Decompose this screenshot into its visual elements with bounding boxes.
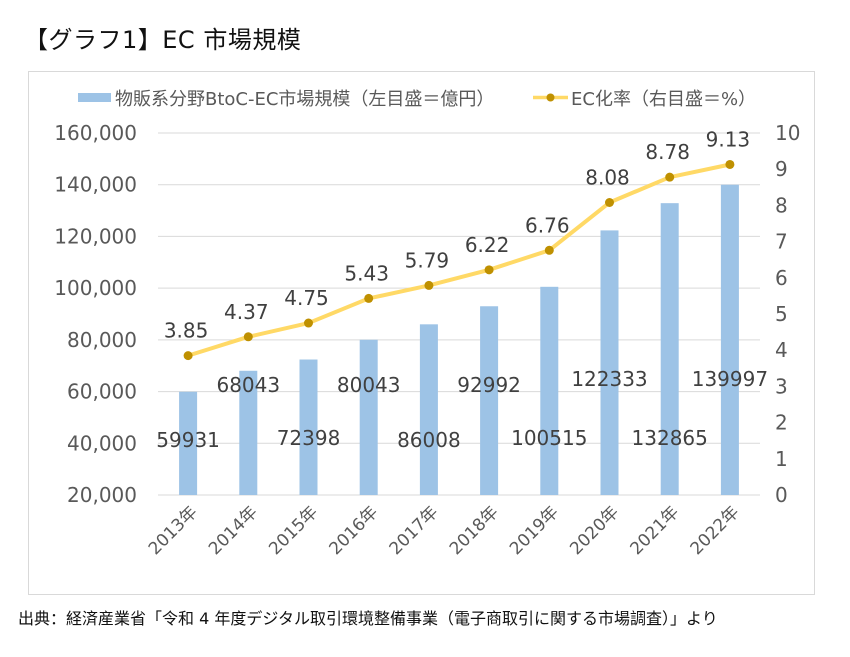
- right-axis-ticks: 0 1 2 3 4 5 6 7 8 9 10: [775, 121, 800, 507]
- legend-bar-label: 物販系分野BtoC-EC市場規模（左目盛＝億円）: [115, 89, 494, 110]
- bars: [179, 184, 739, 495]
- line-data-label: 6.22: [465, 233, 510, 257]
- ec-rate-line: [183, 159, 735, 361]
- right-axis-tick-label: 5: [775, 302, 788, 326]
- x-axis-tick-label: 2015年: [265, 502, 322, 559]
- line-data-label: 6.76: [525, 213, 570, 237]
- bar: [660, 203, 679, 495]
- right-axis-tick-label: 0: [775, 483, 788, 507]
- right-axis-tick-label: 8: [775, 193, 788, 217]
- x-axis-tick-label: 2022年: [687, 502, 744, 559]
- line-marker: [183, 351, 193, 361]
- bar-data-label: 59931: [156, 428, 220, 452]
- bar-data-label: 86008: [397, 428, 461, 452]
- left-axis-tick-label: 100,000: [54, 276, 137, 300]
- line-data-label: 8.08: [585, 166, 630, 190]
- x-axis-tick-label: 2019年: [506, 502, 563, 559]
- bar: [239, 370, 258, 495]
- line-data-label: 4.75: [284, 286, 329, 310]
- source-note: 出典：経済産業省「令和 4 年度デジタル取引環境整備事業（電子商取引に関する市場…: [18, 609, 718, 628]
- chart-frame: [28, 71, 815, 595]
- line-marker: [605, 198, 614, 208]
- line-marker: [544, 245, 554, 255]
- line-marker: [243, 332, 253, 342]
- line-marker: [725, 159, 735, 169]
- right-axis-tick-label: 6: [775, 266, 788, 290]
- x-axis-tick-label: 2013年: [145, 502, 202, 559]
- right-axis-tick-label: 1: [775, 447, 788, 471]
- bar: [540, 286, 559, 495]
- left-axis-tick-label: 160,000: [54, 121, 137, 145]
- right-axis-tick-label: 2: [775, 411, 788, 435]
- legend-line-marker: [546, 93, 555, 102]
- left-axis-tick-label: 60,000: [67, 380, 137, 404]
- bar-data-label: 139997: [692, 367, 768, 391]
- line-data-label: 5.43: [344, 261, 389, 285]
- legend-bar-swatch: [78, 93, 111, 102]
- bar-data-label: 92992: [457, 373, 521, 397]
- right-axis-tick-label: 9: [775, 157, 788, 181]
- bar-data-label: 72398: [277, 426, 341, 450]
- x-axis-tick-label: 2018年: [446, 502, 503, 559]
- line-marker: [424, 280, 434, 290]
- x-axis-tick-label: 2017年: [386, 502, 443, 559]
- right-axis-tick-label: 10: [775, 121, 800, 145]
- legend: 物販系分野BtoC-EC市場規模（左目盛＝億円） EC化率（右目盛＝%）: [78, 89, 756, 110]
- line-data-labels: 3.85 4.37 4.75 5.43 5.79 6.22 6.76 8.08 8.78 9.13: [164, 127, 750, 342]
- bar: [419, 324, 438, 495]
- line-marker: [364, 293, 374, 303]
- left-axis-tick-label: 80,000: [67, 328, 137, 352]
- bar-data-label: 80043: [337, 373, 401, 397]
- line-marker: [484, 265, 494, 275]
- line-data-label: 5.79: [405, 248, 450, 272]
- bar-data-labels: 59931 68043 72398 80043 86008 92992 100515 1223…: [156, 367, 768, 452]
- line-data-label: 8.78: [645, 140, 690, 164]
- x-axis-ticks: 2013年 2014年 2015年 2016年 2017年 2018年 2019年 2020年…: [145, 502, 744, 559]
- right-axis-tick-label: 4: [775, 338, 788, 362]
- line-data-label: 9.13: [706, 127, 751, 151]
- x-axis-tick-label: 2016年: [325, 502, 382, 559]
- legend-line-label: EC化率（右目盛＝%）: [571, 89, 756, 110]
- gridlines: [158, 132, 760, 496]
- left-axis-tick-label: 40,000: [67, 431, 137, 455]
- line-marker: [665, 172, 675, 182]
- line-data-label: 4.37: [224, 300, 269, 324]
- line-marker: [304, 318, 313, 328]
- left-axis-ticks: 20,000 40,000 60,000 80,000 100,000 120,000 14…: [54, 121, 137, 507]
- line-path: [187, 162, 731, 358]
- x-axis-tick-label: 2021年: [626, 502, 683, 559]
- right-axis-tick-label: 7: [775, 230, 788, 254]
- bar: [600, 230, 619, 495]
- bar: [720, 184, 739, 495]
- line-data-label: 3.85: [164, 319, 209, 343]
- left-axis-tick-label: 120,000: [54, 224, 137, 248]
- left-axis-tick-label: 140,000: [54, 173, 137, 197]
- bar-data-label: 100515: [511, 426, 587, 450]
- x-axis-tick-label: 2020年: [566, 502, 623, 559]
- bar-data-label: 122333: [571, 367, 647, 391]
- left-axis-tick-label: 20,000: [67, 483, 137, 507]
- x-axis-tick-label: 2014年: [205, 502, 262, 559]
- bar: [480, 306, 499, 495]
- bar: [299, 359, 318, 495]
- bar-data-label: 132865: [632, 426, 708, 450]
- chart-title: 【グラフ1】EC 市場規模: [24, 26, 302, 54]
- bar: [179, 391, 198, 495]
- bar-data-label: 68043: [216, 373, 280, 397]
- bar: [359, 339, 378, 495]
- right-axis-tick-label: 3: [775, 374, 788, 398]
